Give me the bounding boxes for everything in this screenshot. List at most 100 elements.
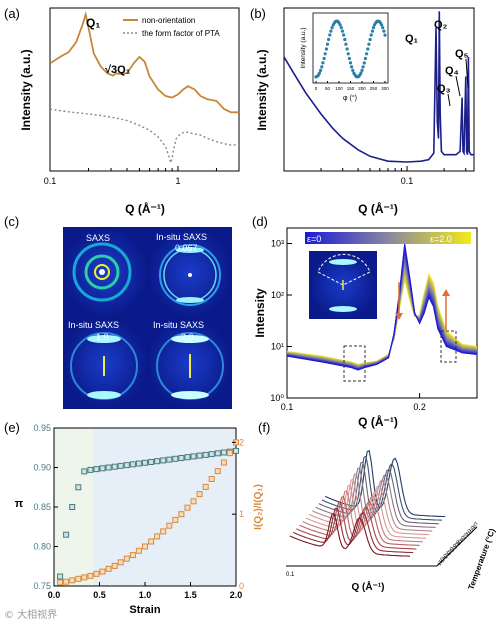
x-tick-label: 2.0 — [230, 590, 243, 600]
panel-label-e: (e) — [4, 420, 20, 435]
pi-point — [148, 459, 155, 465]
y-tick-label-right: 2 — [239, 437, 244, 447]
inset-point — [348, 61, 353, 65]
panel-d-xlabel: Q (Å⁻¹) — [358, 414, 398, 429]
pi-point — [117, 462, 124, 469]
ratio-point — [214, 468, 221, 475]
inset-ylabel: Intensity (a.u.) — [300, 27, 307, 68]
ratio-point — [81, 574, 88, 581]
panel-f-zaxis — [436, 526, 478, 567]
inset-point — [329, 29, 333, 33]
ratio-point — [172, 516, 179, 523]
inset-x-tick-label: 100 — [335, 86, 343, 91]
panel-label-f: (f) — [258, 420, 270, 435]
legend-label-form-factor: the form factor of PTA — [142, 29, 220, 38]
spot-top-3 — [87, 335, 121, 343]
pi-point — [129, 461, 136, 468]
annotation-q1: Q₁ — [86, 16, 100, 30]
inset-point — [351, 68, 355, 72]
saxs-image-2: In-situ SAXS 0.067 — [148, 228, 231, 317]
pi-point — [99, 465, 106, 472]
beamstop-2 — [188, 273, 192, 277]
inset-point — [359, 71, 363, 75]
inset-point — [339, 26, 343, 30]
panel-f-xlabel: Q (Å⁻¹) — [351, 580, 384, 593]
inset-x-tick-label: 300 — [381, 86, 389, 91]
panel-a-ylabel: Intensity (a.u.) — [19, 49, 33, 130]
inset-sector — [317, 253, 371, 286]
spot-bottom-3 — [87, 391, 121, 399]
inset-point — [365, 52, 369, 56]
watermark: © 大相视界 — [4, 610, 58, 621]
panel-b-xlabel: Q (Å⁻¹) — [358, 201, 398, 216]
y-tick-label-left: 0.75 — [33, 581, 51, 591]
ratio-point — [75, 575, 82, 582]
panel-d: 0.1 0.2 10⁰ 10¹ 10² 10³ ε=0 ε=2.0 Intensity Q… — [253, 227, 478, 429]
temperature-label: 100 — [453, 540, 462, 550]
ratio-point — [184, 504, 191, 511]
inset-point — [323, 52, 327, 56]
inset-point — [319, 68, 323, 72]
inset-point — [369, 33, 373, 37]
annotation-sqrt3-q1: √3Q₁ — [105, 64, 131, 76]
ratio-point — [117, 559, 124, 566]
saxs-label-2: In-situ SAXS — [156, 232, 207, 242]
inset-point — [362, 61, 366, 65]
pi-point — [93, 466, 100, 473]
x-tick-label: 0.1 — [401, 176, 414, 186]
temperature-label: 50 — [469, 525, 477, 533]
inset-point — [370, 29, 374, 33]
pi-point — [87, 466, 94, 473]
temperature-label: 130 — [443, 550, 452, 560]
inset-point — [381, 26, 385, 30]
temperature-curve-140 — [292, 507, 414, 554]
dashed-box-right — [440, 330, 457, 363]
inset-point — [327, 37, 331, 42]
arrow-up-head — [442, 289, 450, 296]
pi-point — [220, 449, 227, 456]
panel-c: SAXS In-situ SAXS 0.067 In-situ SAXS 1.0 — [63, 227, 232, 409]
pi-point — [154, 458, 161, 465]
pi-point — [208, 451, 215, 458]
panel-a: 0.1 1 Intensity (a.u.) Q (Å⁻¹) Q₁ √3Q₁ no… — [19, 7, 240, 216]
ratio-point — [142, 543, 148, 550]
annotation-b-q3: Q₃ — [437, 83, 451, 95]
spot-top-4 — [171, 335, 209, 343]
saxs-label-4: In-situ SAXS — [153, 320, 204, 330]
x-tick-label: 0.1 — [281, 402, 294, 412]
x-tick-label: 0.5 — [93, 590, 106, 600]
y-tick-label: 10⁰ — [270, 393, 284, 403]
panel-a-legend: non-orientation the form factor of PTA — [123, 16, 220, 38]
ratio-point — [93, 570, 100, 577]
pi-point — [105, 464, 112, 471]
inset-x-tick-label: 0 — [315, 86, 318, 91]
panel-label-b: (b) — [250, 6, 266, 21]
panel-f: 0.1 Q (Å⁻¹) RT50607080901001101201301401… — [286, 449, 496, 593]
ratio-point — [123, 555, 130, 562]
temperature-label: 110 — [449, 543, 458, 553]
saxs-image-3: In-situ SAXS 1.0 — [64, 318, 147, 408]
inset-point — [350, 65, 354, 69]
pi-point — [81, 468, 88, 475]
panel-e: 0.0 0.5 1.0 1.5 2.0 0.75 0.80 0.85 0.90 0.95 0 1 2 π… — [15, 423, 264, 616]
temperature-label: 70 — [462, 532, 470, 540]
panel-a-xlabel: Q (Å⁻¹) — [125, 201, 165, 216]
inset-point — [324, 47, 328, 51]
inset-point — [321, 61, 325, 65]
saxs-strain-2: 0.067 — [175, 243, 198, 253]
panel-d-inset — [309, 251, 377, 319]
arrow-q5 — [465, 58, 469, 89]
ratio-point — [226, 450, 233, 457]
spot-top-2 — [176, 247, 204, 253]
inset-point — [345, 47, 349, 51]
inset-point — [317, 71, 321, 75]
inset-point — [366, 47, 370, 51]
ratio-point — [160, 528, 167, 535]
saxs-label-1: SAXS — [86, 233, 110, 243]
inset-point — [380, 23, 384, 27]
x-tick-label: 1 — [175, 176, 180, 186]
panel-labels: (a) (b) (c) (d) (e) (f) — [4, 6, 270, 435]
temperature-label: 150 — [437, 557, 446, 567]
temperature-label: RT — [472, 521, 480, 530]
